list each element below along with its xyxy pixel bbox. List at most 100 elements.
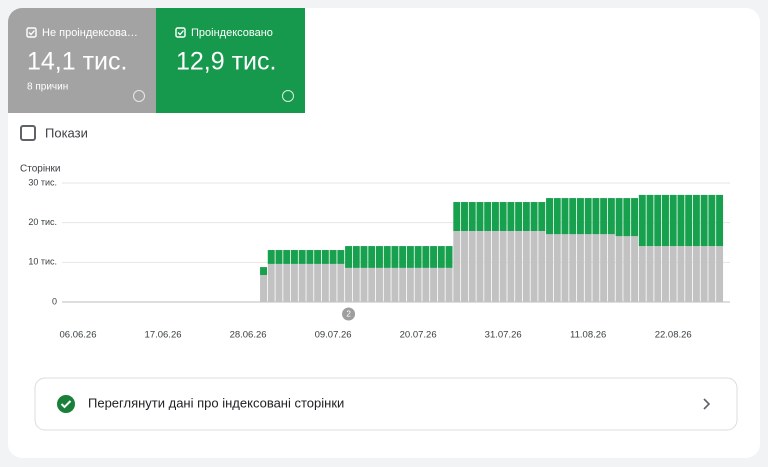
- bar-segment: [584, 198, 592, 235]
- check: [177, 30, 184, 36]
- x-tick-label: 09.07.26: [315, 330, 352, 341]
- bar-segment: [430, 267, 438, 302]
- bar-segment: [515, 230, 523, 302]
- plot: 0 10 тис. 20 тис. 30 тис. 06.06.26 17.06.26 28…: [28, 177, 730, 341]
- bar-segment: [569, 198, 577, 235]
- tile-note: 8 причин: [27, 82, 68, 93]
- bar-segment: [677, 194, 685, 247]
- bar-segment: [260, 275, 267, 302]
- bar-segment: [692, 246, 700, 302]
- bar-segment: [677, 246, 685, 302]
- bar-segment: [476, 230, 484, 302]
- bar-segment: [615, 198, 623, 237]
- bar-segment: [306, 250, 314, 264]
- bar-segment: [283, 250, 291, 264]
- bar-segment: [607, 198, 615, 235]
- annotation-text: 2: [346, 310, 351, 319]
- bar-segment: [561, 198, 569, 235]
- bar-segment: [507, 230, 515, 302]
- bar-segment: [383, 246, 391, 268]
- bar-segment: [298, 250, 306, 264]
- bar-segment: [453, 230, 461, 302]
- bar-segment: [306, 263, 314, 302]
- bar-segment: [685, 194, 693, 247]
- bar-segment: [376, 267, 383, 302]
- bar-segment: [615, 236, 623, 302]
- tile-checkbox[interactable]: [175, 27, 186, 38]
- bar-segment: [631, 236, 639, 302]
- bar-segment: [468, 202, 476, 231]
- bar-segment: [437, 246, 445, 268]
- bar-segment: [507, 202, 515, 231]
- x-tick-label: 31.07.26: [485, 330, 522, 341]
- bar-segment: [368, 267, 376, 302]
- y-tick-label: 0: [52, 296, 57, 306]
- help-icon[interactable]: [133, 90, 145, 102]
- chevron: [703, 398, 711, 410]
- bar-segment: [453, 202, 461, 231]
- bar-segment: [592, 198, 600, 235]
- bar-segment: [607, 234, 615, 302]
- bar-segment: [376, 246, 383, 268]
- bar-segment: [662, 194, 669, 247]
- bar-segment: [290, 250, 298, 264]
- bar-segment: [654, 246, 662, 302]
- bar-segment: [352, 267, 360, 302]
- bar-segment: [314, 263, 322, 302]
- bar-segment: [669, 194, 677, 247]
- y-tick-label: 20 тис.: [28, 217, 57, 227]
- bar-segment: [283, 263, 291, 302]
- bar-segment: [275, 250, 283, 264]
- bar-segment: [631, 198, 639, 237]
- bar-segment: [383, 267, 391, 302]
- bar-segment: [484, 230, 492, 302]
- bar-segment: [267, 263, 275, 302]
- bar-segment: [414, 267, 422, 302]
- x-tick-label: 17.06.26: [145, 330, 182, 341]
- link-row[interactable]: [34, 377, 738, 431]
- bar-segment: [530, 202, 538, 231]
- checkbox-label[interactable]: Покази: [45, 125, 88, 140]
- bar-segment: [546, 234, 553, 302]
- bar-segment: [708, 246, 716, 302]
- bar-segment: [321, 250, 329, 264]
- help-icon[interactable]: [282, 90, 294, 102]
- bar-segment: [406, 267, 414, 302]
- tile-value: 12,9 тис.: [176, 48, 276, 76]
- tile-not-indexed[interactable]: [8, 8, 156, 113]
- bar-segment: [314, 250, 322, 264]
- bar-segment: [584, 234, 592, 302]
- checkbox[interactable]: [20, 125, 36, 141]
- bar-segment: [623, 236, 631, 302]
- bar-segment: [290, 263, 298, 302]
- x-tick-label: 11.08.26: [570, 330, 606, 341]
- bar-segment: [399, 246, 407, 268]
- bar-segment: [461, 230, 468, 302]
- bar-segment: [345, 246, 353, 268]
- bar-segment: [422, 267, 430, 302]
- bar-segment: [391, 267, 399, 302]
- bar-segment: [352, 246, 360, 268]
- bar-segment: [491, 202, 499, 231]
- bar-segment: [267, 250, 275, 264]
- bar-segment: [700, 246, 708, 302]
- x-tick-label: 06.06.26: [60, 330, 97, 341]
- bar-segment: [522, 202, 530, 231]
- bar-segment: [430, 246, 438, 268]
- bar-segment: [646, 246, 654, 302]
- bar-segment: [638, 194, 646, 247]
- bar-segment: [399, 267, 407, 302]
- bar-segment: [685, 246, 693, 302]
- bar-segment: [360, 246, 368, 268]
- link-text[interactable]: Переглянути дані про індексовані сторінк…: [88, 395, 344, 410]
- bar-segment: [716, 246, 724, 302]
- bar-segment: [476, 202, 484, 231]
- tile-indexed[interactable]: [156, 8, 305, 113]
- check: [28, 30, 35, 36]
- tile-checkbox[interactable]: [26, 27, 37, 38]
- bar-segment: [669, 246, 677, 302]
- bar-segment: [592, 234, 600, 302]
- bar-segment: [700, 194, 708, 247]
- bar-segment: [576, 198, 584, 235]
